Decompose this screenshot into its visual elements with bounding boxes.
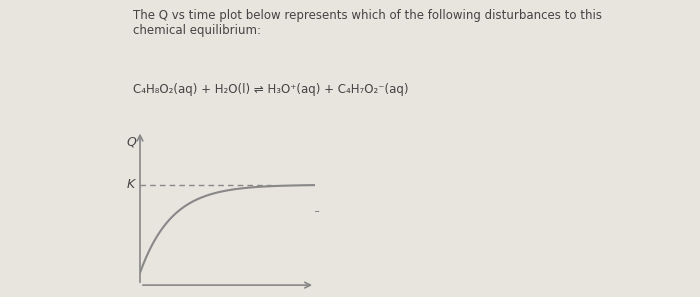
Text: The Q vs time plot below represents which of the following disturbances to this
: The Q vs time plot below represents whic… xyxy=(133,9,602,37)
Text: III. removing C₄H₇O₂⁻: III. removing C₄H₇O₂⁻ xyxy=(196,208,320,221)
Text: II. adding OH⁻: II. adding OH⁻ xyxy=(196,169,279,182)
Text: C₄H₈O₂(aq) + H₂O(l) ⇌ H₃O⁺(aq) + C₄H₇O₂⁻(aq): C₄H₈O₂(aq) + H₂O(l) ⇌ H₃O⁺(aq) + C₄H₇O₂⁻… xyxy=(133,83,409,96)
Text: K: K xyxy=(127,178,135,191)
Text: Q: Q xyxy=(126,135,136,148)
Text: I. adding water: I. adding water xyxy=(196,131,285,144)
